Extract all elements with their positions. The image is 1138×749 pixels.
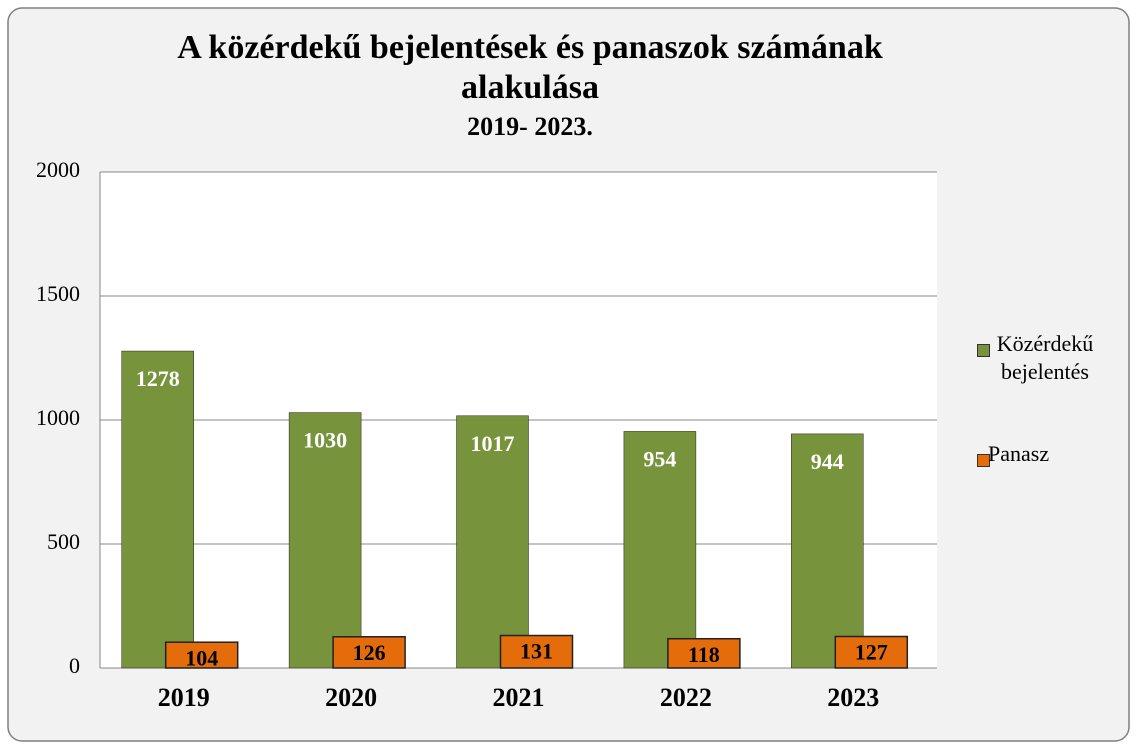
x-tick-label: 2023 xyxy=(827,683,879,712)
data-label: 944 xyxy=(811,449,844,474)
bar xyxy=(791,433,864,669)
y-tick-label: 0 xyxy=(69,653,80,678)
x-tick-label: 2020 xyxy=(325,683,377,712)
chart-subtitle: 2019- 2023. xyxy=(467,112,593,141)
x-tick-label: 2019 xyxy=(158,683,210,712)
bar xyxy=(288,412,362,669)
data-label: 131 xyxy=(520,639,553,664)
legend-label: Közérdekű bejelentés xyxy=(996,331,1094,384)
legend-label: Panasz xyxy=(988,441,1050,466)
data-label: 1017 xyxy=(471,431,515,456)
bar xyxy=(456,415,529,669)
bar xyxy=(332,636,406,669)
bar xyxy=(834,635,909,669)
chart-title: A közérdekű bejelentések és panaszok szá… xyxy=(177,29,883,106)
legend-swatch xyxy=(977,344,990,357)
data-label: 126 xyxy=(353,640,386,665)
data-label: 104 xyxy=(185,645,218,670)
data-label: 127 xyxy=(855,640,888,665)
legend-swatch xyxy=(977,454,990,467)
data-label: 954 xyxy=(643,446,676,471)
x-tick-label: 2022 xyxy=(660,683,712,712)
bar xyxy=(623,431,697,669)
data-label: 118 xyxy=(688,642,720,667)
y-tick-label: 1000 xyxy=(36,405,80,430)
data-label: 1030 xyxy=(303,428,347,453)
y-tick-label: 2000 xyxy=(36,157,80,182)
bar xyxy=(121,350,194,669)
bar xyxy=(499,634,574,669)
bar xyxy=(667,637,741,669)
data-label: 1278 xyxy=(136,366,180,391)
y-tick-label: 1500 xyxy=(36,281,80,306)
y-tick-label: 500 xyxy=(47,529,80,554)
x-tick-label: 2021 xyxy=(493,683,545,712)
bar xyxy=(164,641,239,669)
